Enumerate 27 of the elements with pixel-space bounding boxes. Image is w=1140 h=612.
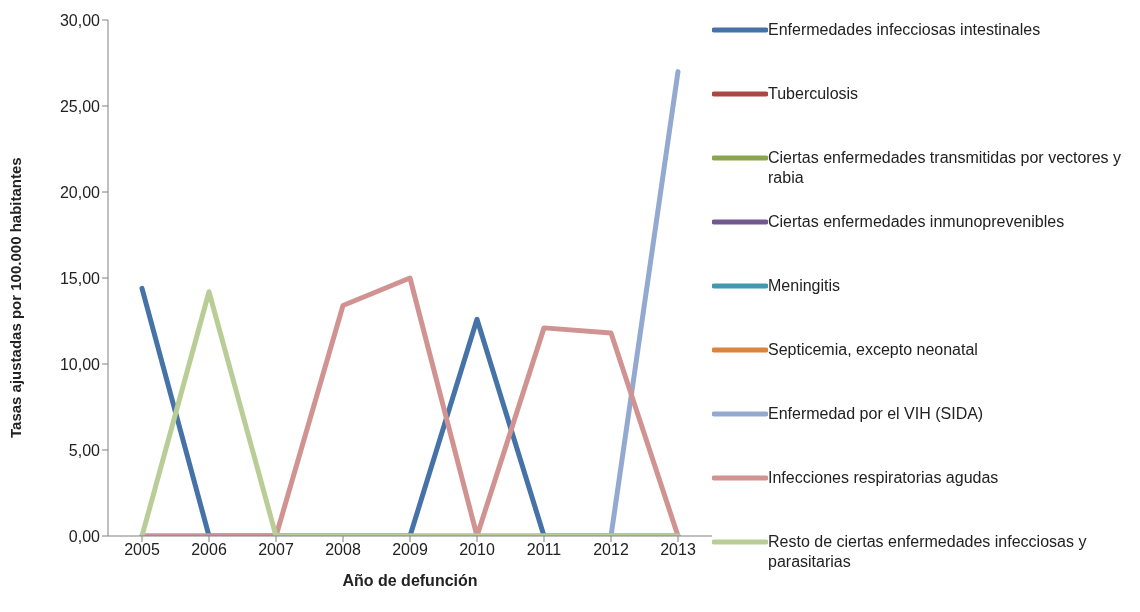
legend-label: Ciertas enfermedades inmunoprevenibles xyxy=(768,212,1065,232)
y-tick-label: 15,00 xyxy=(59,269,101,287)
x-axis-title: Año de defunción xyxy=(342,572,478,589)
y-tick-label: 20,00 xyxy=(59,183,101,201)
legend-label: Enfermedad por el VIH (SIDA) xyxy=(768,404,984,424)
x-tick-label: 2008 xyxy=(325,541,361,559)
legend-label: Ciertas enfermedades transmitidas por vectores y rabia xyxy=(768,148,1122,188)
legend-label: Enfermedades infecciosas intestinales xyxy=(768,20,1041,40)
x-tick-label: 2007 xyxy=(258,541,294,559)
y-tick-label: 30,00 xyxy=(59,11,101,29)
x-tick-label: 2009 xyxy=(392,541,428,559)
x-tick-label: 2010 xyxy=(459,541,495,559)
x-tick-label: 2005 xyxy=(124,541,160,559)
y-tick-label: 5,00 xyxy=(68,441,101,459)
y-axis-title: Tasas ajustadas por 100.000 habitantes xyxy=(7,157,25,438)
x-tick-label: 2011 xyxy=(526,541,562,559)
y-tick-label: 10,00 xyxy=(59,355,101,373)
x-tick-label: 2012 xyxy=(593,541,629,559)
legend-label: Meningitis xyxy=(768,276,841,296)
legend-label: Septicemia, excepto neonatal xyxy=(768,340,978,360)
legend-label: Tuberculosis xyxy=(768,84,859,104)
legend-label: Infecciones respiratorias agudas xyxy=(768,468,999,488)
y-tick-label: 0,00 xyxy=(68,527,101,545)
x-tick-label: 2006 xyxy=(191,541,227,559)
legend-label: Resto de ciertas enfermedades infecciosas y parasitarias xyxy=(768,532,1088,572)
y-tick-label: 25,00 xyxy=(59,97,101,115)
x-tick-label: 2013 xyxy=(660,541,696,559)
